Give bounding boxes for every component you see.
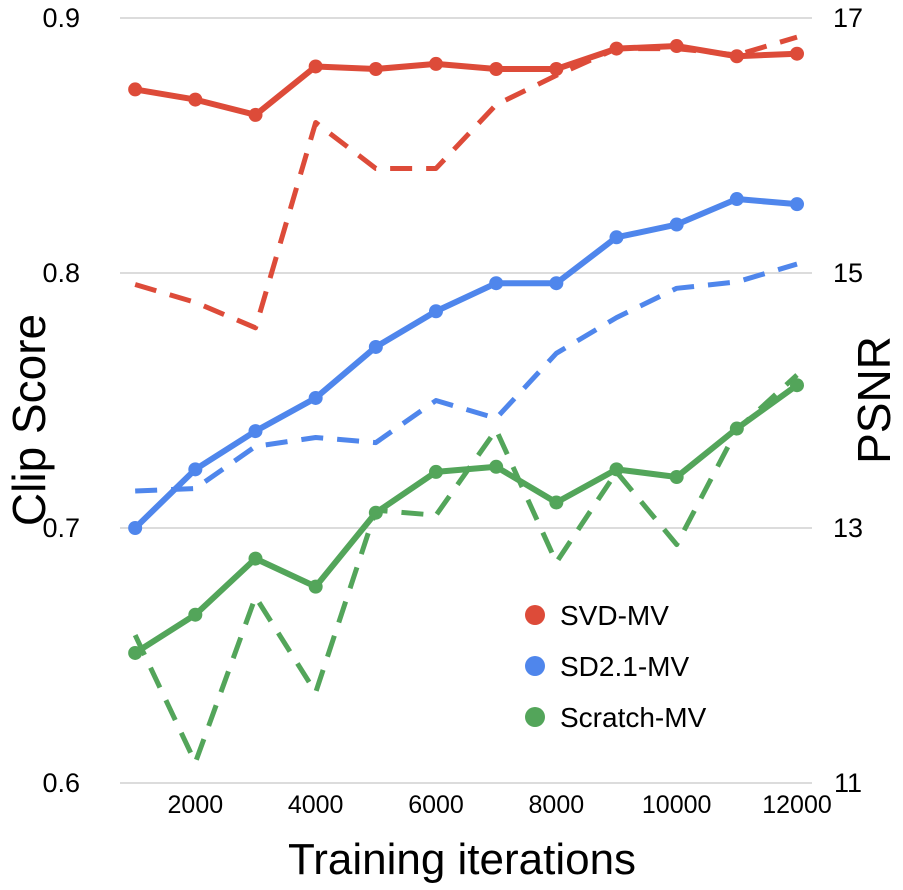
series-line — [134, 34, 798, 331]
x-tick-label: 10000 — [642, 791, 712, 819]
x-tick-label: 8000 — [529, 791, 585, 819]
legend-marker — [525, 605, 545, 625]
data-point — [669, 217, 684, 232]
data-point — [429, 464, 443, 479]
data-point — [489, 459, 504, 474]
legend: SVD-MV SD2.1-MV Scratch-MV — [525, 600, 707, 733]
series-sd2.1-mv — [128, 192, 804, 535]
series-line — [132, 373, 799, 766]
data-point — [790, 197, 804, 212]
data-point — [308, 390, 323, 405]
data-point — [669, 470, 684, 484]
x-tick-label: 12000 — [762, 791, 832, 819]
data-point — [609, 41, 624, 56]
data-point — [128, 82, 143, 97]
series-svd-mv — [128, 39, 804, 122]
data-point — [248, 551, 263, 566]
y-tick-label: 0.8 — [42, 258, 80, 288]
data-point — [188, 607, 203, 622]
series-psnr-3 — [134, 34, 798, 331]
data-point — [729, 192, 744, 207]
y-right-tick-label: 13 — [833, 513, 863, 543]
series-psnr-5 — [132, 373, 799, 766]
series-scratch-mv — [128, 378, 804, 660]
series-line — [133, 196, 798, 531]
data-point — [549, 62, 564, 76]
y-axis-title-left: Clip Score — [3, 314, 55, 526]
data-point — [429, 56, 443, 71]
legend-label: SVD-MV — [560, 600, 669, 631]
data-point — [549, 276, 564, 291]
data-point — [128, 521, 143, 535]
data-point — [729, 49, 744, 64]
data-point — [729, 421, 744, 436]
data-point — [368, 62, 383, 76]
series-line — [135, 261, 798, 494]
series-psnr-4 — [135, 261, 798, 494]
data-point — [368, 505, 383, 520]
y-ticks-left: 0.6 0.7 0.8 0.9 — [42, 3, 80, 798]
y-axis-title-right: PSNR — [848, 336, 900, 464]
data-point — [248, 107, 263, 122]
series-line — [133, 382, 799, 656]
data-point — [248, 424, 263, 439]
grid — [120, 17, 812, 784]
data-point — [489, 62, 504, 76]
x-tick-label: 2000 — [168, 791, 224, 819]
x-tick-label: 6000 — [408, 791, 464, 819]
y-right-tick-label: 17 — [833, 3, 863, 33]
y-tick-label: 0.7 — [42, 513, 80, 543]
x-axis-title: Training iterations — [288, 835, 636, 884]
data-point — [790, 46, 804, 61]
data-point — [308, 579, 323, 594]
x-tick-label: 4000 — [288, 791, 344, 819]
y-ticks-right: 11 13 15 17 — [833, 3, 863, 798]
data-point — [790, 378, 804, 393]
series-line — [134, 43, 798, 118]
y-tick-label: 0.9 — [42, 3, 80, 33]
data-point — [188, 92, 203, 107]
y-right-tick-label: 15 — [833, 258, 863, 288]
data-point — [128, 645, 143, 660]
data-point — [609, 230, 624, 245]
data-point — [429, 304, 443, 319]
legend-marker — [525, 656, 545, 676]
y-tick-label: 0.6 — [42, 768, 80, 798]
data-point — [188, 462, 203, 477]
y-right-tick-label: 11 — [834, 768, 862, 798]
data-point — [489, 276, 504, 291]
data-point — [669, 39, 684, 54]
series-lines — [128, 34, 804, 766]
legend-label: Scratch-MV — [560, 702, 707, 733]
legend-marker — [525, 707, 545, 727]
data-point — [368, 339, 383, 354]
data-point — [308, 59, 323, 74]
data-point — [549, 495, 564, 510]
data-point — [609, 462, 624, 477]
legend-label: SD2.1-MV — [560, 651, 689, 682]
x-ticks: 2000 4000 6000 8000 10000 12000 — [168, 791, 832, 819]
